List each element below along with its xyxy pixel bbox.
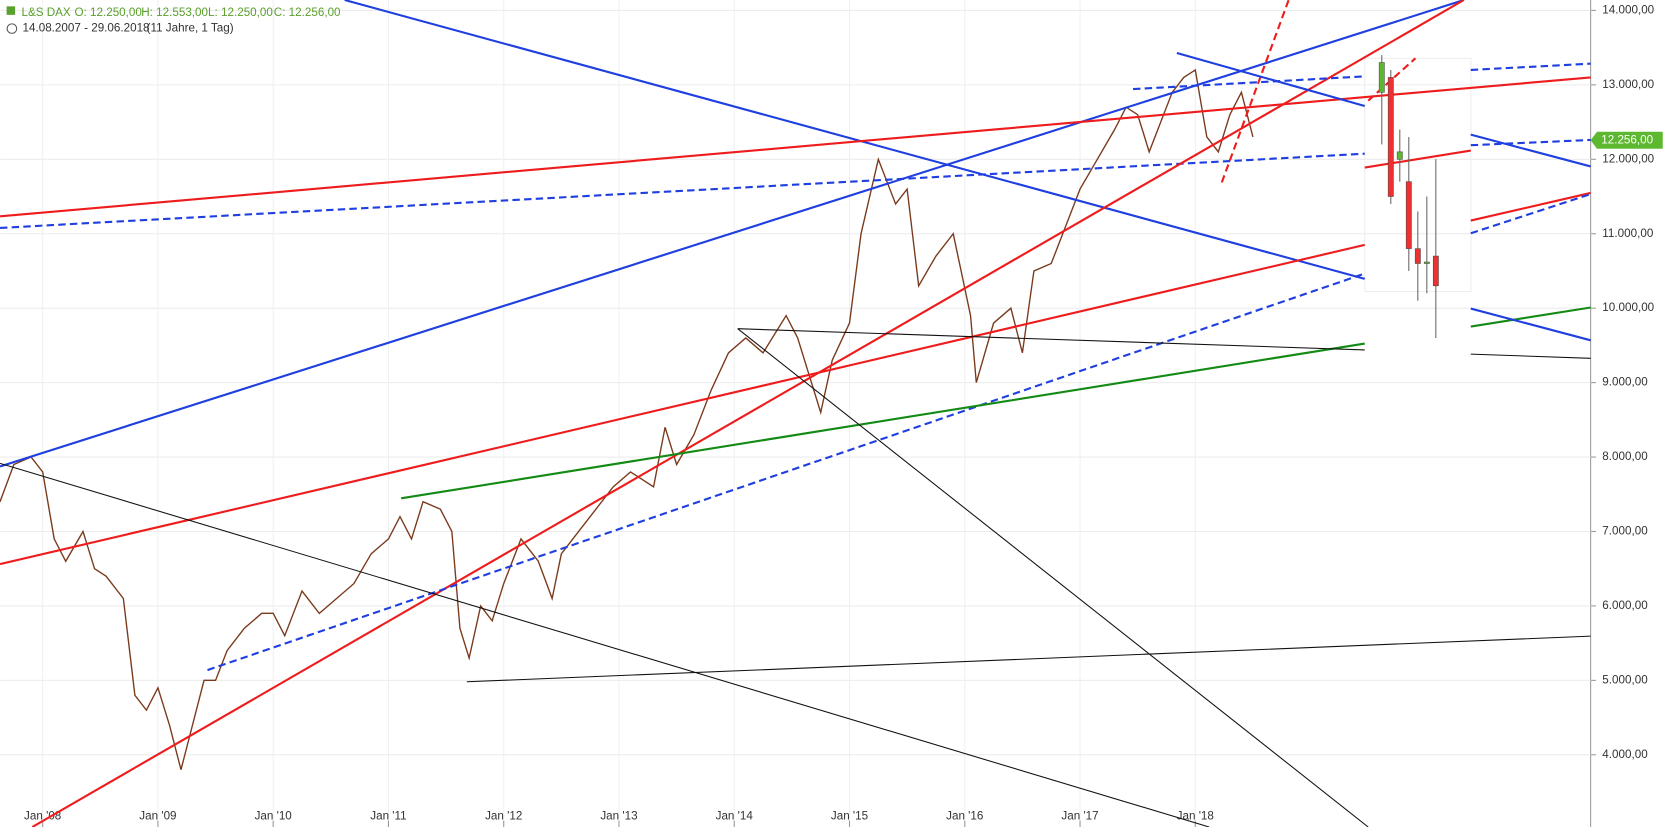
trend-line xyxy=(1367,57,1417,102)
trend-line xyxy=(1220,0,1290,183)
symbol-icon xyxy=(6,6,16,15)
last-price-label: 12.256,00 xyxy=(1601,133,1653,146)
trend-line xyxy=(344,0,1366,280)
trend-line xyxy=(737,328,1365,351)
trend-line xyxy=(0,0,1465,468)
candle-body xyxy=(1405,181,1412,249)
candle-body xyxy=(1414,248,1421,264)
trend-line xyxy=(0,152,1365,229)
symbol: L&S DAX xyxy=(21,6,70,19)
candle-body xyxy=(1387,77,1394,197)
trend-line xyxy=(400,342,1365,500)
y-tick-label: 9.000,00 xyxy=(1602,376,1648,389)
candle-body xyxy=(1378,62,1385,93)
x-tick-label: Jan '11 xyxy=(370,809,406,822)
close: C: 12.256,00 xyxy=(274,6,341,19)
trend-line xyxy=(207,272,1366,672)
y-tick-label: 11.000,00 xyxy=(1602,227,1654,240)
trend-line xyxy=(1364,149,1471,169)
candle-body xyxy=(1396,151,1403,160)
x-tick-label: Jan '16 xyxy=(946,809,983,822)
y-tick-label: 6.000,00 xyxy=(1602,599,1648,612)
x-tick-label: Jan '17 xyxy=(1061,809,1098,822)
x-tick-label: Jan '18 xyxy=(1177,809,1214,822)
candle-body xyxy=(1432,255,1439,287)
x-tick-label: Jan '10 xyxy=(255,809,293,822)
y-tick-label: 8.000,00 xyxy=(1602,450,1648,463)
x-tick-label: Jan '14 xyxy=(716,809,754,822)
trend-line xyxy=(1470,307,1591,342)
y-tick-label: 14.000,00 xyxy=(1602,3,1654,16)
trend-line xyxy=(1132,75,1365,91)
y-tick-label: 13.000,00 xyxy=(1602,78,1654,91)
trend-line xyxy=(0,243,1365,566)
trend-line xyxy=(0,76,1591,218)
last-price-pointer xyxy=(1590,131,1598,149)
trend-line xyxy=(1470,306,1591,328)
candle-body xyxy=(1423,261,1430,264)
y-tick-label: 5.000,00 xyxy=(1602,673,1648,686)
price-line xyxy=(0,68,1254,770)
trend-line xyxy=(466,635,1591,683)
date-range: 14.08.2007 - 29.06.2018 xyxy=(23,22,150,35)
trend-line xyxy=(1470,138,1591,147)
trend-line xyxy=(1470,353,1591,359)
y-tick-label: 12.000,00 xyxy=(1602,152,1654,165)
trend-line xyxy=(1470,193,1591,235)
y-tick-label: 7.000,00 xyxy=(1602,525,1648,538)
x-tick-label: Jan '12 xyxy=(485,809,522,822)
trend-line xyxy=(1470,133,1591,168)
x-tick-label: Jan '15 xyxy=(831,809,868,822)
clock-icon xyxy=(6,23,18,34)
high: H: 12.553,00 xyxy=(141,6,208,19)
trend-line xyxy=(1176,51,1366,108)
trend-line xyxy=(31,0,1465,827)
last-price-tag xyxy=(1597,131,1663,149)
x-tick-label: Jan '13 xyxy=(600,809,637,822)
trend-line xyxy=(1470,62,1591,72)
open: O: 12.250,00 xyxy=(74,6,142,19)
trend-line xyxy=(0,462,1210,827)
x-tick-label: Jan '08 xyxy=(24,809,61,822)
y-tick-label: 10.000,00 xyxy=(1602,301,1654,314)
trend-line xyxy=(1470,191,1591,222)
x-tick-label: Jan '09 xyxy=(139,809,176,822)
date-span: (11 Jahre, 1 Tag) xyxy=(147,22,234,35)
low: L: 12.250,00 xyxy=(208,6,273,19)
y-tick-label: 4.000,00 xyxy=(1602,748,1648,761)
trend-line xyxy=(737,328,1369,827)
